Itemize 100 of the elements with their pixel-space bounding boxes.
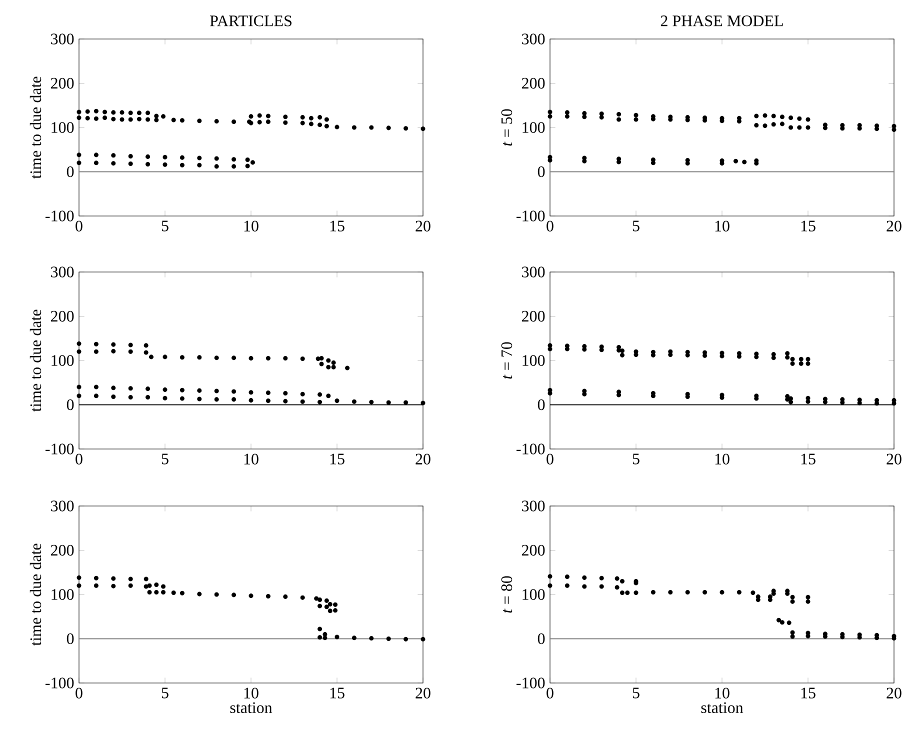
- x-tick-label: 20: [416, 688, 430, 698]
- point: [128, 583, 133, 588]
- x-tick-label: 20: [416, 220, 430, 232]
- point: [685, 590, 690, 595]
- x-tick-label: 10: [244, 220, 258, 232]
- point: [322, 632, 328, 637]
- point: [334, 634, 340, 640]
- point: [128, 576, 133, 582]
- point: [161, 590, 166, 595]
- point: [806, 599, 810, 604]
- point: [650, 590, 656, 595]
- point: [750, 590, 756, 595]
- point: [548, 574, 552, 579]
- point: [318, 604, 322, 608]
- x-tick-label: 20: [886, 220, 902, 232]
- y-tick-label: 0: [538, 399, 545, 410]
- y-axis-title: time to due date: [30, 76, 42, 179]
- point: [161, 584, 166, 589]
- y-axis-title: t = 50: [501, 109, 512, 146]
- point: [144, 576, 148, 582]
- chart-title: PARTICLES: [210, 16, 292, 26]
- point: [614, 576, 620, 581]
- point: [318, 635, 322, 640]
- point: [94, 583, 98, 588]
- point: [214, 592, 219, 597]
- point: [806, 634, 810, 638]
- point: [790, 594, 795, 600]
- y-tick-label: -100: [46, 444, 74, 454]
- point: [548, 583, 552, 588]
- y-tick-label: 100: [522, 122, 545, 133]
- point: [266, 594, 270, 599]
- point: [806, 594, 810, 600]
- x-tick-label: 10: [244, 454, 258, 464]
- point: [720, 590, 724, 595]
- x-tick-label: 5: [632, 220, 640, 232]
- x-tick-label: 10: [715, 454, 730, 464]
- x-tick-label: 15: [801, 220, 816, 232]
- point: [147, 590, 152, 595]
- y-tick-label: 0: [66, 399, 74, 410]
- point: [756, 598, 760, 602]
- point: [564, 583, 570, 588]
- x-tick-label: 5: [162, 454, 168, 464]
- x-tick-label: 15: [330, 454, 344, 464]
- chart-title: 2 PHASE MODEL: [660, 16, 783, 26]
- x-tick-label: 5: [162, 220, 168, 232]
- x-tick-label: 0: [76, 688, 82, 698]
- point: [111, 576, 116, 581]
- x-tick-label: 5: [632, 688, 640, 698]
- x-tick-label: 20: [416, 454, 430, 464]
- point: [620, 578, 625, 584]
- point: [232, 592, 236, 598]
- point: [76, 575, 82, 580]
- point: [369, 636, 374, 641]
- y-tick-label: -100: [516, 210, 545, 222]
- y-tick-label: 100: [52, 122, 74, 133]
- y-tick-label: 100: [522, 589, 545, 600]
- y-tick-label: -100: [516, 678, 545, 688]
- point: [111, 584, 116, 588]
- point: [154, 590, 159, 595]
- y-tick-label: 200: [522, 310, 545, 322]
- point: [776, 618, 782, 622]
- point: [582, 584, 587, 589]
- point: [147, 583, 152, 588]
- point: [790, 634, 795, 639]
- point: [625, 590, 630, 595]
- point: [324, 604, 329, 610]
- point: [333, 602, 338, 607]
- y-tick-label: -100: [516, 444, 545, 454]
- point: [768, 598, 772, 602]
- x-axis-title: station: [701, 702, 744, 714]
- y-tick-label: 200: [522, 544, 545, 556]
- x-tick-label: 15: [801, 454, 816, 464]
- point: [702, 590, 708, 595]
- point: [420, 636, 426, 642]
- point: [790, 599, 795, 604]
- point: [333, 608, 338, 613]
- point: [171, 590, 176, 595]
- point: [614, 585, 620, 590]
- y-tick-label: 300: [51, 34, 74, 44]
- y-tick-label: 300: [522, 266, 545, 278]
- point: [283, 594, 288, 599]
- y-tick-label: -100: [46, 678, 74, 688]
- y-axis-title: t = 80: [501, 576, 512, 613]
- y-tick-label: 200: [51, 544, 74, 556]
- y-tick-label: 300: [51, 500, 74, 512]
- point: [314, 596, 319, 601]
- point: [564, 574, 570, 580]
- y-axis-title: time to due date: [30, 310, 42, 412]
- y-tick-label: 300: [522, 500, 545, 512]
- y-tick-label: 100: [52, 355, 74, 366]
- x-tick-label: 5: [632, 454, 640, 464]
- point: [300, 595, 305, 600]
- x-tick-label: 0: [546, 454, 554, 464]
- y-tick-label: 100: [522, 355, 545, 366]
- y-axis-title: t = 70: [501, 342, 512, 379]
- point: [328, 608, 332, 614]
- x-tick-label: 0: [546, 220, 554, 232]
- point: [386, 636, 391, 642]
- point: [328, 602, 332, 606]
- point: [318, 598, 322, 602]
